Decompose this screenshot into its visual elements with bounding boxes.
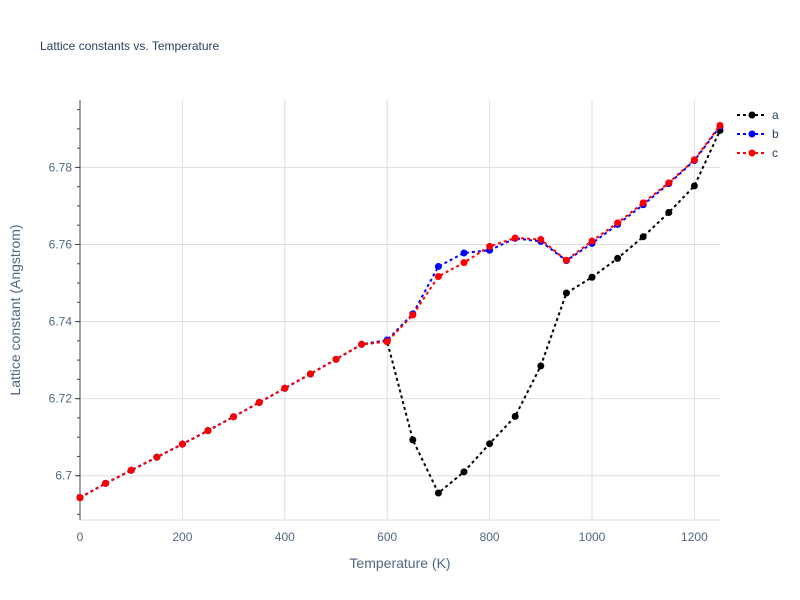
y-tick-label: 6.76: [49, 237, 73, 251]
data-point-c: [358, 340, 366, 348]
series-line-c: [79, 124, 721, 499]
y-tick-label: 6.78: [49, 160, 73, 174]
data-point-c: [562, 256, 570, 264]
series-a: [76, 126, 724, 502]
legend-marker: [748, 111, 756, 119]
x-tick-label: 800: [480, 530, 500, 544]
x-tick-label: 0: [77, 530, 84, 544]
x-tick-label: 1000: [579, 530, 606, 544]
data-point-a: [537, 362, 545, 370]
y-tick-label: 6.74: [49, 315, 73, 329]
data-point-c: [639, 199, 647, 207]
legend-label: b: [772, 127, 779, 141]
data-point-c: [434, 272, 442, 280]
data-point-a: [511, 412, 519, 420]
y-tick-label: 6.7: [55, 469, 72, 483]
legend[interactable]: abc: [737, 108, 779, 160]
series-line-b: [79, 125, 721, 499]
x-tick-label: 200: [172, 530, 192, 544]
plot-series: [76, 121, 724, 502]
data-point-a: [434, 489, 442, 497]
data-point-c: [690, 156, 698, 164]
data-point-a: [409, 436, 417, 444]
data-point-a: [639, 233, 647, 241]
legend-marker: [748, 149, 756, 157]
data-point-c: [409, 311, 417, 319]
data-point-c: [178, 440, 186, 448]
data-point-c: [588, 237, 596, 245]
series-c: [76, 121, 724, 502]
data-point-c: [614, 219, 622, 227]
data-point-b: [460, 249, 468, 257]
x-tick-label: 400: [275, 530, 295, 544]
data-point-c: [76, 494, 84, 502]
data-point-c: [511, 234, 519, 242]
data-point-c: [255, 398, 263, 406]
data-point-c: [127, 466, 135, 474]
legend-label: a: [772, 108, 779, 122]
data-point-c: [716, 121, 724, 129]
data-point-c: [460, 259, 468, 267]
legend-label: c: [772, 146, 778, 160]
data-point-a: [665, 209, 673, 217]
data-point-c: [281, 384, 289, 392]
legend-item-a[interactable]: a: [737, 108, 779, 122]
legend-marker: [748, 130, 756, 138]
chart-title: Lattice constants vs. Temperature: [40, 39, 220, 53]
data-point-c: [665, 179, 673, 187]
gridlines: [80, 100, 720, 520]
data-point-c: [153, 453, 161, 461]
x-axis-title: Temperature (K): [349, 555, 450, 571]
data-point-c: [204, 427, 212, 435]
x-tick-label: 600: [377, 530, 397, 544]
data-point-a: [588, 273, 596, 281]
series-line-a: [79, 130, 721, 499]
data-point-c: [230, 413, 238, 421]
y-axis-title: Lattice constant (Angstrom): [7, 224, 23, 395]
data-point-c: [332, 355, 340, 363]
data-point-c: [306, 370, 314, 378]
axes: 0 200 400 600 800 1000 1200 6.7 6.72 6.74 6.76 6.78: [49, 100, 720, 544]
data-point-c: [537, 235, 545, 243]
data-point-a: [690, 182, 698, 190]
legend-item-b[interactable]: b: [737, 127, 779, 141]
x-tick-label: 1200: [681, 530, 708, 544]
data-point-b: [434, 262, 442, 270]
data-point-c: [486, 242, 494, 250]
data-point-a: [460, 468, 468, 476]
legend-item-c[interactable]: c: [737, 146, 778, 160]
data-point-a: [486, 440, 494, 448]
data-point-a: [614, 254, 622, 262]
series-b: [76, 123, 724, 502]
data-point-c: [383, 338, 391, 346]
y-tick-label: 6.72: [49, 392, 73, 406]
data-point-c: [102, 479, 110, 487]
data-point-a: [562, 289, 570, 297]
